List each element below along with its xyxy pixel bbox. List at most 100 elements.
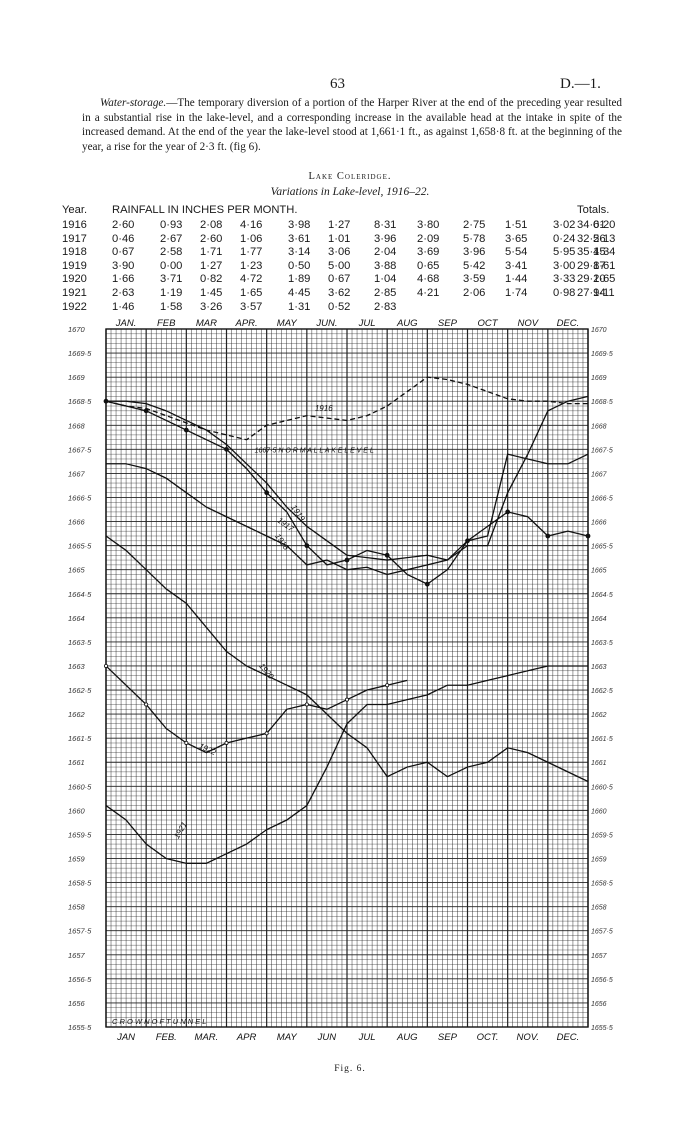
series-point-1919 [344,557,350,563]
rainfall-row: 1921 2·63 1·19 1·45 1·65 4·45 3·62 2·85 4·21 2·06… [62,287,622,301]
rainfall-cell: 1·23 [240,259,263,272]
y-tick-right: 1664·5 [591,592,613,599]
month-label-bottom: AUG [396,1032,418,1043]
y-tick-right: 1660 [591,808,607,815]
rainfall-cell: 1·51 [505,219,528,231]
y-tick-left: 1657·5 [68,927,92,936]
y-tick-right: 1668 [591,423,607,430]
month-label-bottom: MAR. [195,1032,219,1043]
rainfall-cell: 0·67 [112,246,135,259]
rainfall-cell: 3·65 [505,232,528,245]
series-point-1919 [505,509,511,515]
y-tick-right: 1664 [591,616,607,623]
rainfall-cell: 1·01 [328,232,351,245]
month-label-bottom: SEP [438,1032,458,1043]
month-label-bottom: DEC. [557,1032,580,1043]
rainfall-total: 29·87 [577,259,606,272]
y-tick-left: 1658·5 [68,879,92,888]
y-tick-left: 1670 [68,325,86,334]
y-tick-left: 1669·5 [68,349,92,358]
series-point-1922 [104,663,109,668]
y-tick-left: 1666 [68,518,86,527]
rainfall-year: 1920 [62,273,87,286]
plot-frame [105,328,589,1028]
rainfall-cell: 2·63 [112,286,135,299]
y-tick-left: 1659·5 [68,830,92,839]
rainfall-cell: 3·62 [328,286,351,299]
month-label-top: DEC. [557,318,580,329]
month-label-top: NOV [517,318,539,329]
rainfall-cell: 3·33 [553,273,576,286]
month-label-top: SEP [438,318,458,329]
month-label-top: MAR [196,318,217,329]
rainfall-cell: 3·00 [553,259,576,272]
y-tick-right: 1662 [591,712,607,719]
rainfall-cell: 1·45 [200,286,223,299]
y-tick-left: 1661·5 [68,734,92,743]
y-tick-left: 1665·5 [68,542,92,551]
rainfall-cell: 2·60 [200,232,223,245]
y-tick-right: 1662·5 [591,688,613,695]
month-label-bottom: APR [236,1032,257,1043]
chart-grid [105,328,589,1028]
rainfall-cell: 0·24 [553,232,576,245]
y-tick-left: 1668 [68,421,86,430]
month-label-top: JUL [358,318,376,329]
series-point-1919 [304,543,310,549]
y-tick-right: 1666 [591,520,607,527]
y-tick-left: 1660·5 [68,782,92,791]
rainfall-cell: 1·71 [200,246,223,259]
rainfall-cell: 0·93 [160,219,183,231]
y-tick-right: 1665·5 [591,544,613,551]
rainfall-cell: 3·61 [288,232,311,245]
y-tick-right: 1665 [591,568,607,575]
series-point-1922 [385,683,390,688]
y-tick-right: 1657 [591,953,608,960]
rainfall-cell: 3·69 [417,246,440,259]
rainfall-row: 1917 0·46 2·67 2·60 1·06 3·61 1·01 3·96 2·09 5·78… [62,233,622,247]
series-point-1919 [424,581,430,587]
rainfall-cell: 2·83 [374,300,397,313]
series-point-1922 [304,702,309,707]
month-label-top: MAY [277,318,298,329]
y-tick-right: 1656 [591,1001,607,1008]
y-tick-right: 1658·5 [591,881,613,888]
rainfall-cell: 2·04 [374,246,397,259]
rainfall-cell: 1·31 [288,300,311,313]
y-tick-left: 1658 [68,903,86,912]
rainfall-cell: 3·71 [160,273,183,286]
y-tick-left: 1666·5 [68,493,92,502]
rainfall-cell: 3·96 [374,232,397,245]
crown-of-tunnel-label: C R O W N O F T U N N E L [112,1017,206,1026]
rainfall-cell: 0·00 [160,259,183,272]
series-line-1916 [105,376,588,441]
rainfall-cell: 2·75 [463,219,486,231]
y-tick-left: 1668·5 [68,397,92,406]
y-tick-left: 1664·5 [68,590,92,599]
year-header: Year. [62,204,88,216]
y-tick-right: 1667·5 [591,447,613,454]
series-label-1922: 1922 [198,741,218,757]
series-label-1918: 1918 [273,532,291,552]
series-line-1922 [105,665,408,754]
series-point-1919 [143,408,149,414]
series-label-1916: 1916 [315,404,333,413]
rainfall-year: 1921 [62,286,87,299]
paragraph-body: —The temporary diversion of a portion of… [82,97,622,153]
y-tick-right: 1669 [591,375,607,382]
y-tick-left: 1661 [68,758,85,767]
rainfall-cell: 1·46 [112,300,135,313]
rainfall-cell: 3·88 [374,259,397,272]
totals-header: Totals. [577,204,610,216]
rainfall-cell: 1·65 [593,273,616,286]
series-point-1922 [184,740,189,745]
series-point-1922 [264,731,269,736]
rainfall-cell: 0·50 [288,259,311,272]
y-tick-right: 1661 [591,760,607,767]
rainfall-cell: 1·11 [593,286,615,299]
y-tick-right: 1660·5 [591,784,613,791]
y-tick-left: 1662·5 [68,686,92,695]
month-label-top: APR. [234,318,257,329]
rainfall-row: 1922 1·46 1·58 3·26 3·57 1·31 0·52 2·83 [62,301,622,315]
y-tick-right: 1655·5 [591,1025,613,1032]
